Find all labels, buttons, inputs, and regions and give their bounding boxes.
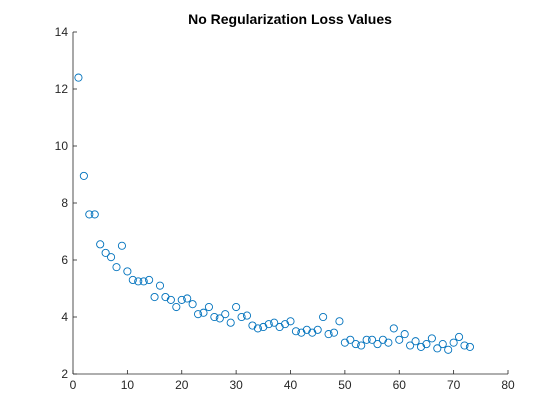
data-point [351, 340, 360, 349]
data-point [346, 335, 355, 344]
y-tick-label: 6 [61, 253, 68, 267]
data-point [286, 317, 295, 326]
data-point [444, 345, 453, 354]
data-point [232, 302, 241, 312]
y-tick-label: 12 [55, 82, 69, 96]
y-tick-label: 8 [61, 196, 68, 210]
data-point [199, 308, 208, 317]
x-tick-label: 30 [229, 378, 243, 392]
data-point [253, 324, 262, 333]
data-point [128, 275, 137, 285]
data-point [465, 342, 474, 351]
data-point [275, 322, 284, 332]
data-point [79, 171, 88, 180]
data-point [264, 320, 273, 329]
data-point [194, 310, 203, 319]
data-point [281, 320, 290, 329]
data-point [291, 327, 300, 336]
data-point [226, 318, 235, 327]
data-point [329, 328, 339, 337]
data-point [183, 294, 192, 303]
data-point [150, 292, 159, 302]
x-tick-label: 20 [175, 378, 189, 392]
x-tick-label: 80 [501, 378, 515, 392]
x-tick-label: 0 [70, 378, 77, 392]
data-point [221, 310, 230, 319]
data-point [101, 248, 110, 257]
data-point [90, 210, 99, 219]
y-tick-label: 4 [61, 310, 68, 324]
data-point [188, 300, 197, 309]
data-point [107, 253, 116, 262]
data-point [215, 314, 224, 323]
chart-title: No Regularization Loss Values [188, 11, 392, 27]
data-point [335, 317, 344, 326]
x-tick-label: 60 [393, 378, 407, 392]
data-point [270, 318, 279, 327]
data-point [422, 340, 431, 349]
data-point [427, 334, 436, 343]
data-point [204, 302, 213, 312]
data-point [139, 277, 148, 286]
x-tick-label: 40 [284, 378, 298, 392]
data-point [166, 295, 175, 304]
data-point [384, 338, 393, 347]
data-point [74, 73, 83, 82]
data-point [449, 338, 458, 347]
data-point [400, 330, 409, 339]
data-point [319, 312, 328, 322]
x-tick-label: 70 [447, 378, 461, 392]
data-point [112, 263, 121, 272]
data-point [455, 332, 464, 342]
data-points [74, 73, 474, 354]
data-point [438, 340, 447, 349]
y-tick-label: 10 [55, 139, 69, 153]
data-point [389, 324, 398, 333]
data-point [416, 342, 426, 351]
data-point [308, 328, 317, 337]
data-point [313, 325, 322, 334]
data-point [155, 281, 165, 290]
data-point [145, 275, 154, 285]
x-tick-label: 50 [338, 378, 352, 392]
data-point [395, 335, 404, 344]
data-point [368, 335, 377, 344]
data-point [123, 267, 132, 276]
axes: 0 10 20 30 40 50 60 70 80 2 4 6 8 10 12 14 [55, 25, 515, 392]
data-point [373, 340, 382, 349]
data-point [242, 311, 252, 320]
data-point [357, 341, 366, 350]
x-tick-label: 10 [121, 378, 135, 392]
data-point [302, 325, 311, 334]
data-point [96, 240, 105, 249]
data-point [248, 321, 257, 330]
y-tick-label: 2 [61, 367, 68, 381]
data-point [340, 338, 349, 347]
data-point [85, 210, 94, 219]
data-point [411, 337, 420, 346]
data-point [433, 344, 442, 353]
data-point [177, 295, 186, 304]
data-point [161, 292, 170, 302]
data-point [378, 335, 387, 344]
data-point [237, 312, 246, 322]
data-point [172, 302, 181, 312]
data-point [117, 241, 126, 250]
data-point [134, 277, 143, 286]
data-point [324, 330, 333, 339]
data-point [460, 341, 469, 350]
data-point [406, 341, 415, 350]
data-point [210, 312, 219, 322]
data-point [362, 335, 371, 344]
y-tick-label: 14 [55, 25, 69, 39]
